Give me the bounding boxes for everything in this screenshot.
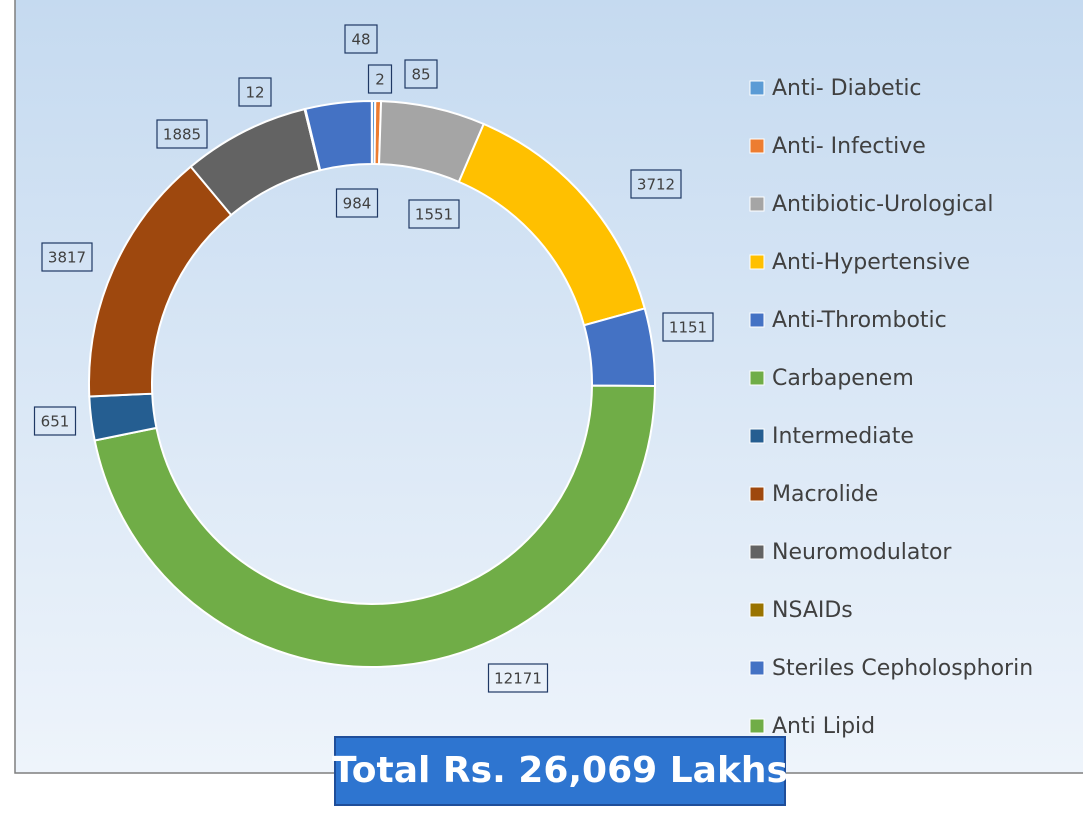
data-label-box <box>238 77 272 107</box>
legend-label: Anti Lipid <box>772 714 875 739</box>
legend-label: Macrolide <box>772 482 878 507</box>
legend-swatch <box>749 718 765 734</box>
legend-label: Anti-Thrombotic <box>772 308 947 333</box>
legend-label: Anti-Hypertensive <box>772 250 970 275</box>
data-label: 1151 <box>669 319 707 337</box>
donut-slice <box>93 384 657 669</box>
data-label-box <box>662 312 714 342</box>
data-label: 3817 <box>48 249 86 267</box>
data-label: 984 <box>343 195 372 213</box>
total-box <box>334 736 786 806</box>
legend-swatch <box>749 428 765 444</box>
data-label-box <box>408 199 460 229</box>
legend-swatch <box>749 602 765 618</box>
legend-swatch <box>749 486 765 502</box>
data-label-box <box>367 64 393 94</box>
data-label: 48 <box>351 31 370 49</box>
data-label: 3712 <box>637 176 675 194</box>
legend-label: Anti- Diabetic <box>772 76 922 101</box>
legend-swatch <box>749 254 765 270</box>
legend-label: Neuromodulator <box>772 540 952 565</box>
data-label-box <box>33 406 77 436</box>
legend-label: NSAIDs <box>772 598 853 623</box>
legend-label: Carbapenem <box>772 366 914 391</box>
data-label-box <box>41 242 93 272</box>
data-label: 651 <box>41 413 70 431</box>
legend-swatch <box>749 80 765 96</box>
legend-swatch <box>749 196 765 212</box>
legend-label: Intermediate <box>772 424 914 449</box>
data-label-box <box>344 24 378 54</box>
legend-swatch <box>749 544 765 560</box>
legend-label: Antibiotic-Urological <box>772 192 994 217</box>
data-label: 12 <box>245 84 264 102</box>
data-label-box <box>630 169 682 199</box>
legend-swatch <box>749 370 765 386</box>
data-label: 1551 <box>415 206 453 224</box>
legend-label: Steriles Cepholosphorin <box>772 656 1033 681</box>
plot-area <box>14 0 1083 774</box>
data-label: 85 <box>411 66 430 84</box>
data-label-box <box>404 59 438 89</box>
data-label-box <box>487 663 549 693</box>
legend-swatch <box>749 660 765 676</box>
data-label: 12171 <box>494 670 542 688</box>
legend-swatch <box>749 312 765 328</box>
data-label-box <box>156 119 208 149</box>
total-label: Total Rs. 26,069 Lakhs <box>332 750 788 791</box>
data-label-box <box>335 188 379 218</box>
legend-label: Anti- Infective <box>772 134 926 159</box>
data-label: 2 <box>375 71 385 89</box>
data-label: 1885 <box>163 126 201 144</box>
legend-swatch <box>749 138 765 154</box>
